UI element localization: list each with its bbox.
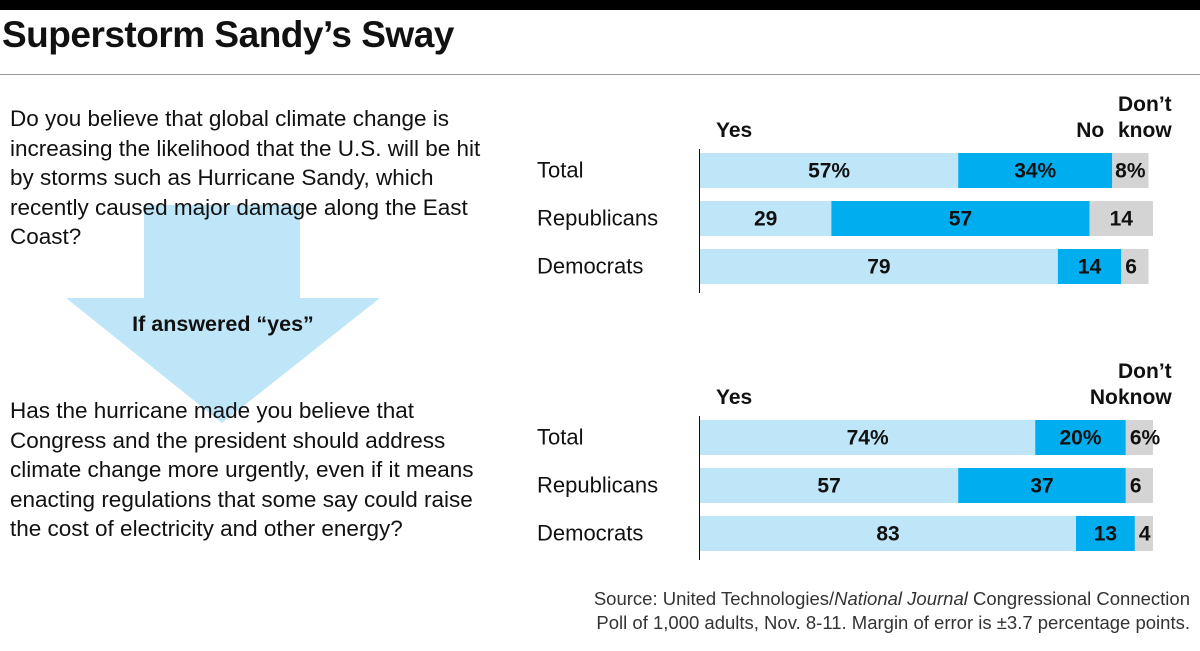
chart-1-bar-republicans-no bbox=[831, 201, 1090, 236]
chart-1-category-total: Total bbox=[537, 158, 583, 183]
chart-1-bar-total-no bbox=[958, 153, 1113, 188]
chart-1-label-total-yes: 57% bbox=[808, 160, 850, 183]
chart-2-header-yes: Yes bbox=[716, 386, 752, 409]
chart-1-bar-republicans-yes bbox=[700, 201, 832, 236]
chart-2-label-total-no: 20% bbox=[1060, 427, 1102, 450]
chart-1-bar-republicans-don-t-know bbox=[1089, 201, 1153, 236]
source-note: Source: United Technologies/National Jou… bbox=[480, 587, 1190, 634]
chart-2-bar-total-yes bbox=[700, 420, 1036, 455]
arrow-label: If answered “yes” bbox=[132, 312, 314, 336]
down-arrow-icon bbox=[66, 205, 380, 423]
chart-2-bar-total-no bbox=[1035, 420, 1126, 455]
chart-2-category-total: Total bbox=[537, 425, 583, 450]
chart-1-label-total-don-t-know: 8% bbox=[1115, 160, 1146, 183]
chart-2-bar-republicans-don-t-know bbox=[1125, 468, 1153, 503]
chart-1: Yes No Don’t know Total 57% 34% 8% Republicans 29… bbox=[520, 85, 1200, 295]
chart-2: Yes No Don’t know Total 74% 20% 6% Republicans 57… bbox=[520, 352, 1200, 562]
chart-1-svg: Yes No Don’t know Total 57% 34% 8% Republicans 29… bbox=[537, 93, 1172, 293]
chart-1-bar-democrats-yes bbox=[700, 249, 1058, 284]
chart-1-label-democrats-yes: 79 bbox=[867, 256, 890, 279]
title-divider bbox=[0, 74, 1200, 75]
chart-2-bar-republicans-yes bbox=[700, 468, 959, 503]
chart-2-label-total-don-t-know: 6% bbox=[1130, 427, 1161, 450]
chart-1-label-total-no: 34% bbox=[1014, 160, 1056, 183]
chart-1-header-no: No bbox=[1076, 119, 1104, 142]
chart-1-label-republicans-yes: 29 bbox=[754, 208, 777, 231]
question-2: Has the hurricane made you believe that … bbox=[10, 398, 474, 541]
chart-2-category-democrats: Democrats bbox=[537, 521, 643, 546]
question-1: Do you believe that global climate chang… bbox=[10, 106, 481, 249]
source-prefix: Source: United Technologies/ bbox=[593, 588, 835, 609]
chart-2-label-republicans-yes: 57 bbox=[817, 475, 840, 498]
chart-2-bar-total-don-t-know bbox=[1125, 420, 1153, 455]
chart-2-bar-democrats-no bbox=[1075, 516, 1135, 551]
chart-2-bar-republicans-no bbox=[958, 468, 1126, 503]
source-line1-suffix: Congressional Connection bbox=[967, 588, 1190, 609]
chart-1-label-republicans-don-t-know: 14 bbox=[1110, 208, 1134, 231]
chart-2-label-democrats-no: 13 bbox=[1094, 523, 1117, 546]
chart-2-bar-democrats-don-t-know bbox=[1134, 516, 1153, 551]
chart-1-label-republicans-no: 57 bbox=[949, 208, 972, 231]
chart-2-category-republicans: Republicans bbox=[537, 473, 658, 498]
chart-1-category-republicans: Republicans bbox=[537, 206, 658, 231]
chart-1-bar-democrats-no bbox=[1057, 249, 1122, 284]
chart-2-label-democrats-don-t-know: 4 bbox=[1139, 523, 1151, 546]
chart-1-header-dont-know-line: know bbox=[1118, 119, 1172, 142]
chart-2-header-dont-know-line: know bbox=[1118, 386, 1172, 409]
page-title: Superstorm Sandy’s Sway bbox=[2, 14, 454, 55]
chart-1-header-dont-know-line: Don’t bbox=[1118, 93, 1172, 116]
chart-1-category-democrats: Democrats bbox=[537, 254, 643, 279]
chart-1-label-democrats-no: 14 bbox=[1078, 256, 1102, 279]
chart-2-label-democrats-yes: 83 bbox=[876, 523, 899, 546]
source-line2: Poll of 1,000 adults, Nov. 8-11. Margin … bbox=[596, 611, 1190, 633]
top-bar bbox=[0, 0, 1200, 10]
chart-2-header-dont-know: Don’t know bbox=[1118, 360, 1172, 409]
chart-2-header-dont-know-line: Don’t bbox=[1118, 360, 1172, 383]
chart-2-bar-democrats-yes bbox=[700, 516, 1076, 551]
source-publication: National Journal bbox=[834, 588, 968, 609]
chart-2-label-republicans-don-t-know: 6 bbox=[1130, 475, 1142, 498]
chart-2-header-no: No bbox=[1090, 386, 1118, 409]
chart-1-header-dont-know: Don’t know bbox=[1118, 93, 1172, 142]
chart-2-label-republicans-no: 37 bbox=[1030, 475, 1053, 498]
chart-1-label-democrats-don-t-know: 6 bbox=[1125, 256, 1137, 279]
chart-1-bar-democrats-don-t-know bbox=[1121, 249, 1149, 284]
chart-2-label-total-yes: 74% bbox=[847, 427, 889, 450]
chart-1-header-yes: Yes bbox=[716, 119, 752, 142]
chart-1-bar-total-yes bbox=[700, 153, 959, 188]
chart-1-bar-total-don-t-know bbox=[1112, 153, 1149, 188]
